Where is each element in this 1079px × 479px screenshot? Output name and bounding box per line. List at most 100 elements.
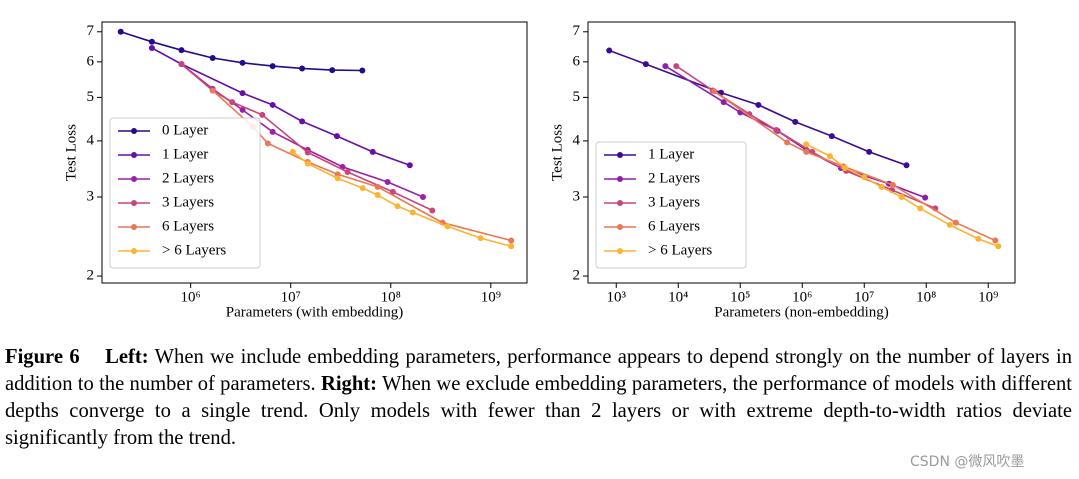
legend-marker [131, 248, 137, 254]
data-point [803, 148, 810, 155]
data-point [269, 128, 276, 135]
legend-label: 6 Layers [648, 218, 700, 234]
data-point [264, 140, 271, 147]
watermark: CSDN @微风吹墨 [910, 454, 1025, 470]
data-point [903, 162, 910, 169]
data-point [419, 193, 426, 200]
data-point [359, 67, 366, 74]
figure-caption: Figure 6 Left: When we include embedding… [5, 344, 1072, 452]
data-point [792, 118, 799, 125]
legend-label: 1 Layer [648, 146, 694, 162]
data-point [720, 99, 727, 106]
x-tick-label: 10⁸ [381, 289, 401, 305]
data-point [304, 160, 311, 167]
data-point [409, 209, 416, 216]
caption-left-label: Left: [105, 346, 149, 368]
series-line [151, 47, 411, 167]
data-point [898, 193, 905, 200]
legend-label: > 6 Layers [162, 242, 226, 258]
data-point [259, 111, 266, 118]
legend-marker [617, 176, 623, 182]
legend-label: 2 Layers [648, 170, 700, 186]
x-tick-label: 10⁹ [481, 289, 501, 305]
y-tick-label: 7 [573, 23, 581, 39]
data-point [209, 87, 216, 94]
x-tick-label: 10⁷ [281, 289, 301, 305]
data-point [333, 133, 340, 140]
data-point [359, 185, 366, 192]
data-point [992, 237, 999, 244]
data-point [946, 221, 953, 228]
legend-marker [131, 152, 137, 158]
legend-label: 3 Layers [648, 194, 700, 210]
data-point [922, 194, 929, 201]
data-point [289, 148, 296, 155]
y-tick-label: 5 [573, 89, 581, 105]
legend-label: 2 Layers [162, 170, 214, 186]
data-point [299, 118, 306, 125]
y-tick-label: 2 [87, 267, 95, 283]
caption-right-text: When we exclude embedding parameters, th… [5, 373, 1072, 449]
figure-charts: 2 3 4 5 6 7 10⁶ 10⁷ 10⁸ 10⁹ Parameters (with embed… [63, 21, 1016, 320]
y-tick-label: 3 [87, 188, 95, 204]
y-tick-label: 4 [573, 132, 581, 148]
data-point [477, 235, 484, 242]
x-tick-label: 10⁸ [916, 289, 936, 305]
data-point [917, 205, 924, 212]
x-tick-label: 10⁴ [668, 289, 688, 305]
data-point [178, 47, 185, 54]
data-point [269, 101, 276, 108]
data-point [861, 174, 868, 181]
x-tick-label: 10³ [607, 289, 627, 305]
legend-marker [617, 248, 623, 254]
data-point [508, 237, 515, 244]
data-point [178, 61, 185, 68]
data-point [878, 183, 885, 190]
series-line [805, 143, 999, 248]
data-point [394, 203, 401, 210]
x-axis-label: Parameters (non-embedding) [714, 304, 889, 320]
series-line [181, 63, 424, 198]
data-point [229, 99, 236, 106]
data-point [508, 243, 515, 250]
data-point [889, 182, 896, 189]
data-point [975, 235, 982, 242]
y-tick-label: 5 [87, 89, 95, 105]
y-axis-label: Test Loss [63, 124, 79, 181]
data-point [299, 65, 306, 72]
x-tick-label: 10⁹ [978, 289, 998, 305]
data-point [369, 148, 376, 155]
data-point [429, 207, 436, 214]
data-point [304, 149, 311, 156]
legend-marker [617, 200, 623, 206]
data-point [239, 59, 246, 66]
y-axis-label: Test Loss [549, 124, 565, 181]
figure-number: Figure 6 [5, 346, 80, 368]
data-point [148, 45, 155, 52]
data-point [773, 126, 780, 133]
series-line [713, 90, 996, 242]
data-point [784, 139, 791, 146]
data-point [148, 38, 155, 45]
data-point [209, 54, 216, 61]
data-point [803, 141, 810, 148]
y-tick-label: 4 [87, 132, 95, 148]
data-point [828, 133, 835, 140]
data-point [755, 101, 762, 108]
legend-label: 6 Layers [162, 218, 214, 234]
data-point [269, 63, 276, 70]
legend-label: 1 Layer [162, 146, 208, 162]
x-tick-label: 10⁷ [854, 289, 874, 305]
data-point [406, 162, 413, 169]
data-point [374, 192, 381, 199]
legend-marker [617, 152, 623, 158]
data-point [329, 67, 336, 74]
data-point [826, 153, 833, 160]
data-point [344, 169, 351, 176]
series-line [608, 49, 907, 167]
caption-left-text: When we include embedding parameters, pe… [5, 346, 1073, 395]
data-point [374, 183, 381, 190]
plot-area [101, 21, 528, 284]
data-point [444, 223, 451, 230]
